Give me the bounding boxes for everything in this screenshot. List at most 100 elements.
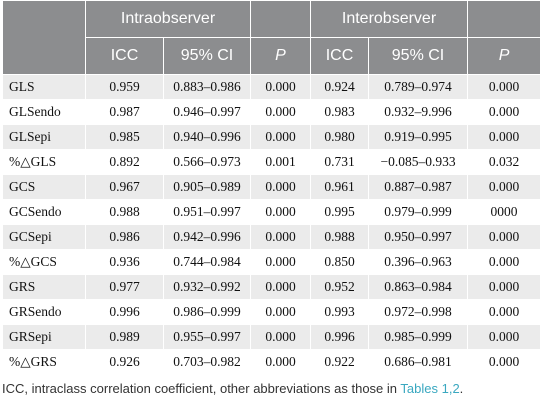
inter-icc-cell: 0.980	[310, 124, 370, 150]
intra-icc-cell: 0.959	[85, 74, 164, 100]
inter-p-cell: 0.000	[467, 349, 542, 375]
inter-icc-cell: 0.988	[310, 224, 370, 250]
inter-p-cell: 0.000	[467, 74, 542, 100]
inter-ci-cell: 0.686–0.981	[368, 349, 469, 375]
inter-ci-cell: 0.979–0.999	[368, 199, 469, 225]
intra-icc-header: ICC	[85, 37, 164, 75]
inter-icc-header: ICC	[310, 37, 370, 75]
inter-ci-cell: −0.085–0.933	[368, 149, 469, 175]
inter-p-cell: 0.000	[467, 124, 542, 150]
intra-icc-cell: 0.977	[85, 274, 164, 300]
intra-p-cell: 0.000	[250, 74, 312, 100]
row-label-cell: GCS	[2, 174, 86, 200]
intra-ci-cell: 0.951–0.997	[162, 199, 252, 225]
inter-ci-cell: 0.972–0.998	[368, 299, 469, 325]
intraobserver-header-spacer	[250, 0, 312, 38]
intra-icc-cell: 0.936	[85, 249, 164, 275]
intra-ci-cell: 0.703–0.982	[162, 349, 252, 375]
intra-ci-cell: 0.883–0.986	[162, 74, 252, 100]
intra-icc-cell: 0.926	[85, 349, 164, 375]
table-row: %△GLS 0.892 0.566–0.973 0.001 0.731 −0.085–0.…	[2, 149, 542, 175]
inter-ci-cell: 0.919–0.995	[368, 124, 469, 150]
inter-ci-header: 95% CI	[368, 37, 469, 75]
intra-p-cell: 0.000	[250, 299, 312, 325]
interobserver-header: Interobserver	[310, 0, 469, 38]
inter-icc-cell: 0.995	[310, 199, 370, 225]
tables-link[interactable]: Tables 1,2	[400, 381, 460, 396]
row-label-cell: GRSendo	[2, 299, 86, 325]
inter-ci-cell: 0.863–0.984	[368, 274, 469, 300]
row-label-cell: %△GCS	[2, 249, 86, 275]
inter-ci-cell: 0.985–0.999	[368, 324, 469, 350]
table-row: GCSendo 0.988 0.951–0.997 0.000 0.995 0.979–0…	[2, 199, 542, 225]
intra-icc-cell: 0.967	[85, 174, 164, 200]
intra-icc-cell: 0.988	[85, 199, 164, 225]
row-label-cell: GCSepi	[2, 224, 86, 250]
table-footnote: ICC, intraclass correlation coefficient,…	[2, 381, 540, 396]
intra-p-cell: 0.000	[250, 274, 312, 300]
intra-p-cell: 0.000	[250, 99, 312, 125]
inter-p-cell: 0.000	[467, 99, 542, 125]
intra-icc-cell: 0.989	[85, 324, 164, 350]
inter-icc-cell: 0.993	[310, 299, 370, 325]
intra-ci-cell: 0.905–0.989	[162, 174, 252, 200]
table-body: GLS 0.959 0.883–0.986 0.000 0.924 0.789–0.974…	[2, 74, 542, 375]
row-label-cell: GLSepi	[2, 124, 86, 150]
inter-icc-cell: 0.961	[310, 174, 370, 200]
table-row: GRSendo 0.996 0.986–0.999 0.000 0.993 0.972–0…	[2, 299, 542, 325]
intra-ci-cell: 0.940–0.996	[162, 124, 252, 150]
table-row: GRSepi 0.989 0.955–0.997 0.000 0.996 0.985–0.…	[2, 324, 542, 350]
inter-icc-cell: 0.983	[310, 99, 370, 125]
intra-p-cell: 0.000	[250, 249, 312, 275]
intra-icc-cell: 0.986	[85, 224, 164, 250]
row-label-cell: %△GLS	[2, 149, 86, 175]
table-row: GCS 0.967 0.905–0.989 0.000 0.961 0.887–0.987…	[2, 174, 542, 200]
intra-p-cell: 0.000	[250, 324, 312, 350]
inter-icc-cell: 0.922	[310, 349, 370, 375]
row-label-cell: %△GRS	[2, 349, 86, 375]
inter-ci-cell: 0.789–0.974	[368, 74, 469, 100]
intra-p-cell: 0.000	[250, 174, 312, 200]
table-row: GLSepi 0.985 0.940–0.996 0.000 0.980 0.919–0.…	[2, 124, 542, 150]
intra-ci-cell: 0.946–0.997	[162, 99, 252, 125]
intra-ci-header: 95% CI	[162, 37, 252, 75]
intra-ci-cell: 0.986–0.999	[162, 299, 252, 325]
row-label-cell: GCSendo	[2, 199, 86, 225]
inter-p-cell: 0.032	[467, 149, 542, 175]
inter-ci-cell: 0.396–0.963	[368, 249, 469, 275]
inter-p-cell: 0.000	[467, 224, 542, 250]
intra-p-cell: 0.000	[250, 224, 312, 250]
inter-ci-cell: 0.932–9.996	[368, 99, 469, 125]
intra-ci-cell: 0.932–0.992	[162, 274, 252, 300]
inter-p-cell: 0.000	[467, 274, 542, 300]
interobserver-header-spacer	[467, 0, 542, 38]
inter-icc-cell: 0.924	[310, 74, 370, 100]
inter-p-cell: 0.000	[467, 299, 542, 325]
intra-ci-cell: 0.566–0.973	[162, 149, 252, 175]
inter-icc-cell: 0.996	[310, 324, 370, 350]
intra-p-cell: 0.000	[250, 199, 312, 225]
footnote-end: .	[459, 381, 464, 396]
row-label-cell: GLSendo	[2, 99, 86, 125]
intra-icc-cell: 0.892	[85, 149, 164, 175]
row-label-cell: GRS	[2, 274, 86, 300]
inter-p-cell: 0.000	[467, 324, 542, 350]
table-row: GLSendo 0.987 0.946–0.997 0.000 0.983 0.932–9…	[2, 99, 542, 125]
intra-p-cell: 0.001	[250, 149, 312, 175]
inter-ci-cell: 0.887–0.987	[368, 174, 469, 200]
table-row: %△GRS 0.926 0.703–0.982 0.000 0.922 0.686–0.9…	[2, 349, 542, 375]
table-row: GLS 0.959 0.883–0.986 0.000 0.924 0.789–0.974…	[2, 74, 542, 100]
intra-p-header: P	[250, 37, 312, 75]
table-row: GCSepi 0.986 0.942–0.996 0.000 0.988 0.950–0.…	[2, 224, 542, 250]
inter-p-cell: 0.000	[467, 249, 542, 275]
inter-icc-cell: 0.952	[310, 274, 370, 300]
intra-ci-cell: 0.942–0.996	[162, 224, 252, 250]
intra-ci-cell: 0.955–0.997	[162, 324, 252, 350]
intraobserver-header: Intraobserver	[84, 0, 252, 38]
corner-header-cell	[2, 0, 86, 75]
table-row: GRS 0.977 0.932–0.992 0.000 0.952 0.863–0.984…	[2, 274, 542, 300]
footnote-text: ICC, intraclass correlation coefficient,…	[2, 381, 401, 396]
intra-icc-cell: 0.985	[85, 124, 164, 150]
intra-ci-cell: 0.744–0.984	[162, 249, 252, 275]
intra-p-cell: 0.000	[250, 124, 312, 150]
